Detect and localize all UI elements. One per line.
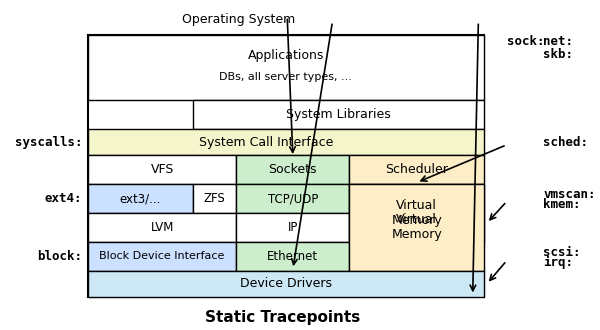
Text: VFS: VFS [151,163,174,176]
Bar [88,129,484,155]
Bar [193,100,484,129]
Text: DBs, all server types, ...: DBs, all server types, ... [220,72,352,82]
Text: sched:: sched: [544,136,589,149]
Text: kmem:: kmem: [544,198,581,211]
Text: Sockets: Sockets [269,163,317,176]
Text: System Libraries: System Libraries [286,108,391,121]
Text: System Call Interface: System Call Interface [199,136,333,149]
Bar [349,155,484,184]
Text: Virtual
Memory: Virtual Memory [391,199,442,227]
Text: Device Drivers: Device Drivers [240,278,332,290]
Text: Block Device Interface: Block Device Interface [100,251,225,261]
Bar [88,155,236,184]
Text: Applications: Applications [248,49,324,62]
Bar [88,213,236,242]
Text: skb:: skb: [544,48,574,61]
Text: block:: block: [37,250,82,263]
Bar [236,242,349,271]
Text: LVM: LVM [151,221,174,234]
Bar [88,184,193,213]
Text: ext3/...: ext3/... [119,192,161,205]
Text: vmscan:: vmscan: [544,188,596,201]
Text: Operating System: Operating System [182,14,295,26]
Bar [88,35,484,297]
Bar [88,35,484,100]
Bar [236,213,349,242]
Bar [88,271,484,297]
Text: scsi:: scsi: [544,246,581,258]
Text: Virtual
Memory: Virtual Memory [391,214,442,242]
Text: IP: IP [287,221,298,234]
Text: Scheduler: Scheduler [385,163,448,176]
Bar [349,184,484,242]
Text: Ethernet: Ethernet [267,250,319,263]
Bar [88,242,236,271]
Text: ZFS: ZFS [204,192,226,205]
Text: net:: net: [544,35,574,48]
Bar [349,184,484,271]
Bar [236,184,349,213]
Bar [193,184,236,213]
Text: irq:: irq: [544,255,574,269]
Text: syscalls:: syscalls: [14,136,82,149]
Text: sock:: sock: [506,35,544,48]
Text: ext4:: ext4: [44,192,82,205]
Bar [236,155,349,184]
Text: Static Tracepoints: Static Tracepoints [205,310,361,325]
Text: TCP/UDP: TCP/UDP [268,192,318,205]
